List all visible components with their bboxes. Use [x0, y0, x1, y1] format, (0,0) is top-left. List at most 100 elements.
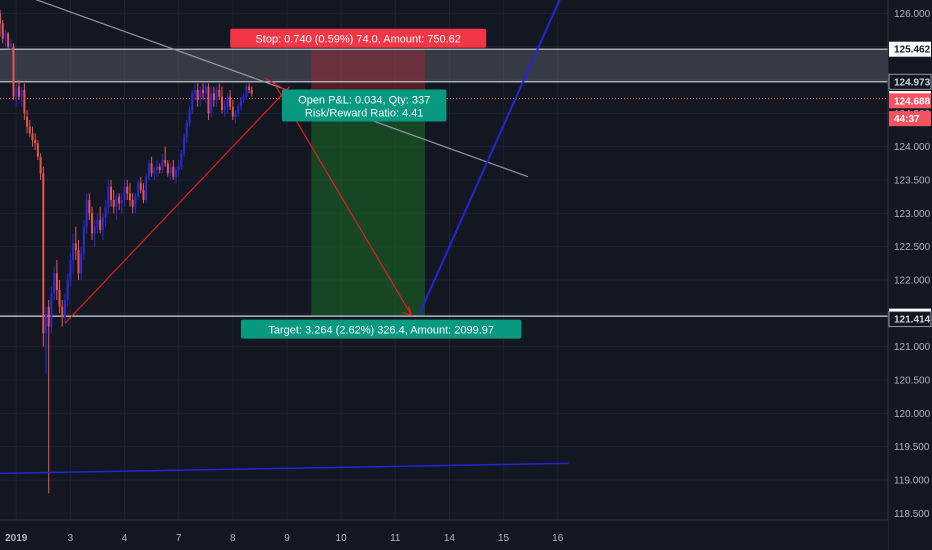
candle-body — [226, 96, 229, 107]
candle-body — [88, 200, 91, 214]
candle-body — [85, 200, 88, 227]
candle-body — [199, 90, 202, 100]
candle-body — [221, 96, 223, 110]
candle-body — [207, 86, 210, 114]
x-tick-label: 2019 — [5, 533, 28, 544]
candle-body — [193, 90, 196, 94]
candle-body — [223, 106, 226, 110]
stop-label-bg — [230, 28, 487, 48]
candle-body — [145, 176, 148, 200]
candle-body — [112, 200, 115, 207]
candle-body — [174, 170, 177, 177]
trendline-red-falling — [275, 86, 413, 316]
candles — [0, 10, 253, 494]
pnl-label-bg — [281, 89, 447, 122]
y-tick-label: 122.000 — [894, 276, 931, 287]
candle-body — [172, 166, 175, 177]
x-tick-label: 11 — [390, 533, 401, 544]
candle-body — [158, 166, 161, 170]
candle-body — [212, 93, 215, 100]
pnl-label-text: Open P&L: 0.034, Qty: 337 — [298, 95, 430, 107]
time-axis-bg — [0, 520, 888, 550]
y-tick-label: 118.500 — [894, 509, 930, 520]
candle-body — [101, 216, 104, 230]
position-labels: Stop: 0.740 (0.59%) 74.0, Amount: 750.62… — [230, 28, 522, 339]
price-tag-label: 124.688 — [894, 96, 931, 107]
candle-body — [131, 200, 134, 207]
candle-body — [204, 86, 207, 94]
price-tags: 125.462124.973124.722124.68844:37121.458… — [888, 41, 932, 328]
candle-body — [166, 163, 169, 174]
x-tick-label: 3 — [68, 533, 74, 544]
time-axis[interactable]: 2019 3 4 7 8 9 10 11 14 15 16 — [0, 519, 888, 550]
candle-body — [218, 90, 221, 97]
candle-body — [202, 90, 205, 94]
candle-body — [91, 213, 94, 234]
candle-body — [69, 260, 72, 280]
candle-body — [77, 250, 80, 274]
candle-body — [239, 100, 242, 107]
resistance-zone — [0, 49, 888, 82]
candle-body — [9, 43, 12, 47]
candle-body — [123, 186, 126, 200]
candle-body — [23, 90, 26, 114]
candle-body — [196, 90, 199, 100]
y-tick-label: 126.000 — [894, 9, 931, 20]
candle-body — [188, 110, 191, 124]
price-tag-bg — [889, 111, 931, 127]
trendline-blue-up — [418, 0, 561, 314]
candle-body — [20, 90, 23, 97]
candle-body — [118, 196, 121, 204]
candle-body — [185, 123, 188, 137]
candle-body — [80, 253, 83, 274]
candle-body — [137, 183, 140, 197]
candle-body — [110, 186, 112, 200]
candle-body — [1, 23, 4, 39]
candle-body — [156, 166, 159, 170]
candle-body — [45, 313, 48, 334]
price-tag-label: 125.462 — [894, 45, 931, 56]
pnl-label-text: Risk/Reward Ratio: 4.41 — [305, 108, 424, 120]
candle-body — [0, 13, 1, 24]
candle-body — [161, 160, 164, 170]
candle-body — [50, 293, 53, 327]
candle-body — [104, 206, 107, 217]
x-tick-label: 7 — [176, 533, 182, 544]
candle-body — [28, 126, 31, 134]
candle-body — [99, 220, 102, 230]
y-tick-label: 124.000 — [894, 142, 931, 153]
candle-body — [47, 306, 50, 327]
candle-body — [17, 86, 20, 97]
y-tick-label: 122.500 — [894, 242, 931, 253]
x-tick-label: 8 — [230, 533, 236, 544]
candle-body — [66, 280, 69, 300]
y-tick-label: 120.500 — [894, 376, 931, 387]
candle-body — [234, 113, 237, 117]
candle-body — [4, 33, 7, 39]
candle-body — [26, 116, 29, 127]
candle-body — [210, 93, 213, 114]
candle-body — [248, 86, 251, 90]
x-tick-label: 14 — [444, 533, 456, 544]
candle-body — [42, 173, 45, 334]
y-tick-label: 123.500 — [894, 176, 931, 187]
candle-body — [128, 193, 131, 200]
candle-body — [12, 46, 15, 97]
candle-body — [120, 200, 123, 204]
candle-body — [139, 183, 142, 190]
x-tick-label: 9 — [284, 533, 290, 544]
trendline-blue-low — [0, 462, 569, 475]
candle-body — [15, 88, 18, 97]
target-label-bg — [240, 319, 522, 339]
target-label-text: Target: 3.264 (2.62%) 326.4, Amount: 209… — [268, 325, 494, 337]
candle-body — [126, 186, 129, 194]
candle-body — [34, 140, 37, 144]
x-tick-label: 10 — [336, 533, 348, 544]
candle-body — [245, 86, 248, 97]
candle-body — [250, 90, 253, 94]
candle-body — [63, 300, 66, 317]
candle-body — [36, 143, 39, 157]
candle-body — [31, 133, 34, 140]
